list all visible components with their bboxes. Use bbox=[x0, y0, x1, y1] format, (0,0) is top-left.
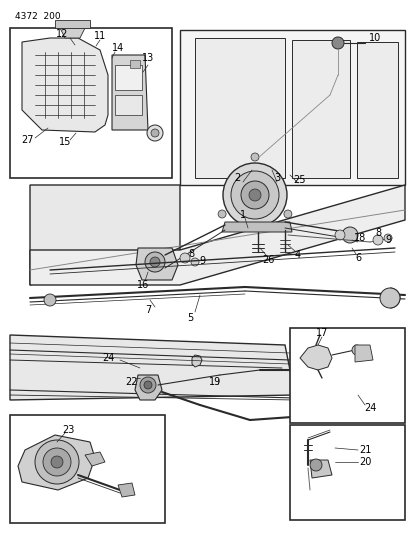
Polygon shape bbox=[60, 28, 85, 38]
Text: 19: 19 bbox=[208, 377, 220, 387]
Text: 8: 8 bbox=[187, 249, 193, 259]
Bar bbox=[289, 425, 404, 520]
Text: 17: 17 bbox=[315, 328, 327, 338]
Text: 9: 9 bbox=[384, 235, 390, 245]
Circle shape bbox=[35, 440, 79, 484]
Polygon shape bbox=[115, 95, 142, 115]
Polygon shape bbox=[195, 38, 284, 178]
Circle shape bbox=[144, 381, 152, 389]
Polygon shape bbox=[356, 42, 397, 178]
Circle shape bbox=[151, 129, 159, 137]
Polygon shape bbox=[55, 20, 90, 28]
Text: 23: 23 bbox=[62, 425, 74, 435]
Circle shape bbox=[218, 210, 225, 218]
Text: 4: 4 bbox=[294, 250, 300, 260]
Bar bbox=[289, 328, 404, 423]
Text: 24: 24 bbox=[101, 353, 114, 363]
Polygon shape bbox=[135, 375, 162, 400]
Polygon shape bbox=[30, 185, 180, 285]
Polygon shape bbox=[18, 435, 95, 490]
Polygon shape bbox=[112, 55, 148, 130]
Text: 5: 5 bbox=[187, 313, 193, 323]
Circle shape bbox=[191, 258, 198, 266]
Text: 21: 21 bbox=[358, 445, 370, 455]
Text: 16: 16 bbox=[137, 280, 149, 290]
Circle shape bbox=[250, 153, 258, 161]
Polygon shape bbox=[115, 65, 142, 90]
Circle shape bbox=[248, 189, 261, 201]
Polygon shape bbox=[118, 483, 135, 497]
Polygon shape bbox=[221, 222, 291, 232]
Text: 8: 8 bbox=[374, 228, 380, 238]
Circle shape bbox=[145, 252, 164, 272]
Bar bbox=[10, 28, 172, 178]
Text: 15: 15 bbox=[58, 137, 71, 147]
Polygon shape bbox=[354, 345, 372, 362]
Text: 13: 13 bbox=[142, 53, 154, 63]
Polygon shape bbox=[22, 38, 108, 132]
Text: 12: 12 bbox=[56, 29, 68, 39]
Text: 6: 6 bbox=[354, 253, 360, 263]
Polygon shape bbox=[299, 345, 331, 370]
Circle shape bbox=[379, 288, 399, 308]
Text: 27: 27 bbox=[22, 135, 34, 145]
Circle shape bbox=[180, 253, 189, 263]
Text: 2: 2 bbox=[233, 173, 240, 183]
Text: 26: 26 bbox=[261, 255, 274, 265]
Polygon shape bbox=[85, 452, 105, 466]
Text: 11: 11 bbox=[94, 31, 106, 41]
Text: 20: 20 bbox=[358, 457, 370, 467]
Circle shape bbox=[341, 227, 357, 243]
Text: 18: 18 bbox=[353, 233, 365, 243]
Polygon shape bbox=[309, 460, 331, 478]
Circle shape bbox=[240, 181, 268, 209]
Polygon shape bbox=[180, 30, 404, 185]
Circle shape bbox=[351, 345, 361, 355]
Text: 3: 3 bbox=[273, 173, 279, 183]
Text: 24: 24 bbox=[363, 403, 375, 413]
Polygon shape bbox=[136, 248, 178, 280]
Polygon shape bbox=[30, 185, 404, 285]
Polygon shape bbox=[130, 60, 139, 68]
Circle shape bbox=[331, 37, 343, 49]
Circle shape bbox=[372, 235, 382, 245]
Circle shape bbox=[383, 234, 391, 242]
Circle shape bbox=[139, 377, 155, 393]
Circle shape bbox=[334, 230, 344, 240]
Polygon shape bbox=[10, 335, 294, 400]
Text: 7: 7 bbox=[144, 305, 151, 315]
Text: 22: 22 bbox=[126, 377, 138, 387]
Text: 9: 9 bbox=[198, 256, 204, 266]
Circle shape bbox=[150, 257, 160, 267]
Text: 25: 25 bbox=[293, 175, 306, 185]
Text: 4372  200: 4372 200 bbox=[15, 12, 61, 21]
Text: 10: 10 bbox=[368, 33, 380, 43]
Polygon shape bbox=[191, 355, 202, 367]
Text: 1: 1 bbox=[239, 210, 245, 220]
Bar bbox=[10, 415, 164, 523]
Circle shape bbox=[51, 456, 63, 468]
Circle shape bbox=[222, 163, 286, 227]
Circle shape bbox=[230, 171, 278, 219]
Circle shape bbox=[309, 459, 321, 471]
Circle shape bbox=[44, 294, 56, 306]
Circle shape bbox=[283, 210, 291, 218]
Polygon shape bbox=[291, 40, 349, 178]
Circle shape bbox=[147, 125, 163, 141]
Text: 14: 14 bbox=[112, 43, 124, 53]
Circle shape bbox=[43, 448, 71, 476]
